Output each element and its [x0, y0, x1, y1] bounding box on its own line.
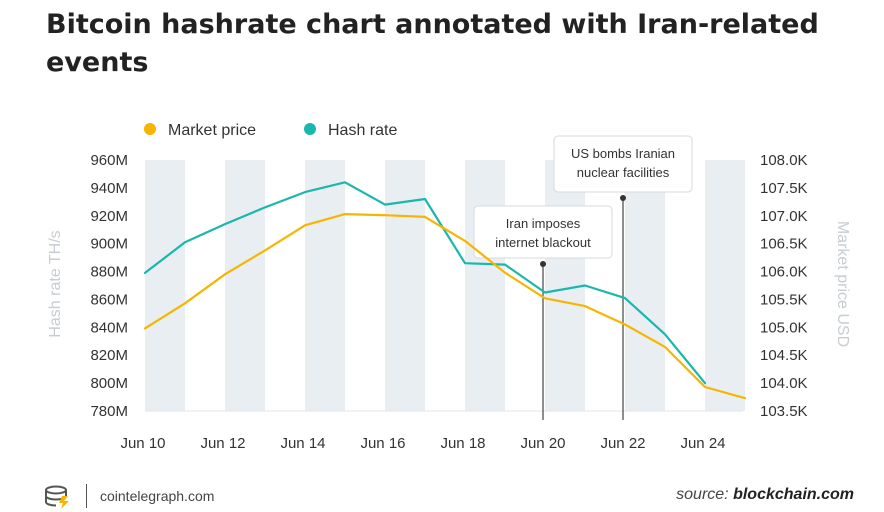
right-tick-label: 106.0K: [760, 264, 808, 281]
x-tick-label: Jun 12: [200, 435, 245, 452]
x-tick-label: Jun 22: [600, 435, 645, 452]
band-8: [465, 160, 505, 411]
left-tick-label: 800M: [90, 375, 128, 392]
annotation-text: nuclear facilities: [577, 165, 670, 180]
right-tick-label: 105.0K: [760, 319, 808, 336]
band-14: [705, 160, 745, 411]
annotation-text: Iran imposes: [506, 216, 581, 231]
x-tick-label: Jun 18: [440, 435, 485, 452]
left-tick-label: 820M: [90, 347, 128, 364]
right-tick-label: 108.0K: [760, 152, 808, 169]
legend-label-price: Market price: [168, 122, 256, 139]
right-tick-label: 103.5K: [760, 403, 808, 420]
left-axis-ticks: 780M 800M 820M 840M 860M 880M 900M 920M 940M 960M: [90, 152, 128, 420]
band-2: [225, 160, 265, 411]
right-axis-title: Market price USD: [834, 221, 851, 347]
right-tick-label: 106.5K: [760, 236, 808, 253]
source-label: source:: [676, 486, 729, 503]
legend-marker-hash: [304, 123, 316, 135]
x-tick-label: Jun 24: [680, 435, 725, 452]
left-tick-label: 920M: [90, 208, 128, 225]
legend: Market price Hash rate: [144, 122, 397, 139]
right-tick-label: 107.0K: [760, 208, 808, 225]
band-0: [145, 160, 185, 411]
right-axis-ticks: 103.5K 104.0K 104.5K 105.0K 105.5K 106.0K 106.…: [760, 152, 808, 420]
x-tick-label: Jun 20: [520, 435, 565, 452]
band-4: [305, 160, 345, 411]
left-tick-label: 900M: [90, 236, 128, 253]
legend-marker-price: [144, 123, 156, 135]
band-6: [385, 160, 425, 411]
footer-brand[interactable]: cointelegraph.com: [100, 488, 215, 504]
left-tick-label: 880M: [90, 264, 128, 281]
x-axis-ticks: Jun 10 Jun 12 Jun 14 Jun 16 Jun 18 Jun 20 Jun …: [120, 435, 725, 452]
market-price-line: [143, 213, 747, 400]
left-tick-label: 960M: [90, 152, 128, 169]
annotation-box: [553, 135, 693, 193]
annotation-dot: [540, 261, 546, 267]
annotation-text: internet blackout: [495, 235, 591, 250]
footer-separator: [86, 484, 87, 508]
right-tick-label: 107.5K: [760, 180, 808, 197]
band-10: [545, 160, 585, 411]
right-tick-label: 105.5K: [760, 291, 808, 308]
cointelegraph-logo-icon: [45, 485, 69, 509]
annotation-text: US bombs Iranian: [571, 146, 675, 161]
left-tick-label: 840M: [90, 319, 128, 336]
left-tick-label: 940M: [90, 180, 128, 197]
source-name: blockchain.com: [733, 486, 854, 503]
left-tick-label: 780M: [90, 403, 128, 420]
background-bands: [145, 160, 745, 411]
annotation-dot: [620, 195, 626, 201]
left-axis-title: Hash rate TH/s: [47, 230, 64, 337]
right-tick-label: 104.0K: [760, 375, 808, 392]
x-tick-label: Jun 14: [280, 435, 325, 452]
x-tick-label: Jun 16: [360, 435, 405, 452]
legend-label-hash: Hash rate: [328, 122, 397, 139]
chart-title: Bitcoin hashrate chart annotated with Ir…: [46, 9, 819, 78]
footer-source: source: blockchain.com: [676, 486, 854, 504]
x-tick-label: Jun 10: [120, 435, 165, 452]
right-tick-label: 104.5K: [760, 347, 808, 364]
annotations: Iran imposes internet blackout US bombs Ir…: [473, 135, 693, 420]
left-tick-label: 860M: [90, 291, 128, 308]
hash-rate-line: [143, 181, 707, 385]
annotation-box: [473, 205, 613, 259]
series-lines: [143, 181, 747, 400]
band-12: [625, 160, 665, 411]
